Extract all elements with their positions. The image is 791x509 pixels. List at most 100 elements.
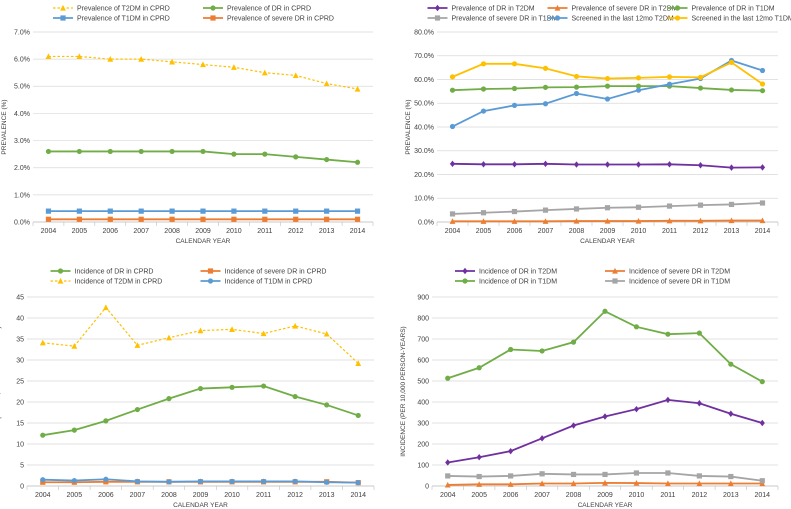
data-point	[542, 160, 549, 168]
x-tick-label: 2007	[534, 492, 550, 499]
data-point	[262, 208, 268, 214]
data-point	[169, 208, 175, 214]
data-point	[197, 327, 204, 334]
data-point	[354, 208, 361, 214]
legend-item: Incidence of DR in T2DM	[455, 267, 557, 276]
data-point	[76, 216, 82, 222]
data-point	[666, 74, 673, 80]
legend-item: Incidence of severe DR in T2DM	[605, 267, 730, 276]
data-point	[759, 200, 766, 206]
data-point	[480, 161, 487, 168]
y-tick-label: 30.0%	[414, 148, 434, 155]
data-point	[728, 473, 734, 480]
data-point	[229, 478, 235, 484]
legend-label: Prevalence of DR in T1DM	[692, 6, 775, 13]
data-point	[200, 148, 206, 155]
data-point	[292, 72, 299, 79]
data-point	[573, 73, 580, 80]
data-point	[696, 473, 702, 479]
chart-panel-prevalence-dr-by-diabetes-type: 0.0% 10.0% 20.0% 30.0% 40.0% 50.0% 60.0% 70.0% 8…	[405, 4, 791, 245]
legend-label: Prevalence of T1DM in CPRD	[77, 16, 170, 23]
legend-label: Incidence of severe DR in CPRD	[225, 269, 327, 276]
data-point	[666, 217, 673, 224]
data-point	[633, 405, 640, 413]
data-point	[71, 477, 77, 484]
data-point	[169, 216, 175, 222]
data-point	[728, 410, 734, 417]
data-point	[511, 85, 518, 92]
x-tick-label: 2005	[67, 492, 83, 499]
x-tick-label: 2014	[350, 228, 366, 235]
x-tick-label: 2008	[164, 228, 180, 235]
y-axis-title: PREVALENCE (%)	[405, 99, 412, 154]
data-point	[76, 148, 82, 155]
legend-item: Screened in the last 12mo T2DM	[547, 15, 674, 23]
legend-item: Prevalence of T2DM in CPRD	[53, 4, 170, 13]
legend-label: Incidence of DR in T2DM	[479, 269, 557, 276]
data-point	[200, 216, 206, 222]
y-tick-label: 0.0%	[418, 219, 434, 226]
data-point	[666, 81, 673, 87]
y-tick-label: 200	[417, 441, 429, 448]
legend-swatch-marker	[674, 5, 681, 11]
data-point	[759, 478, 765, 484]
data-point	[635, 83, 642, 89]
data-point	[292, 322, 299, 329]
data-point	[508, 447, 514, 455]
data-point	[570, 422, 577, 429]
data-point	[635, 87, 642, 93]
data-point	[759, 67, 766, 74]
data-point	[697, 217, 704, 224]
data-point	[293, 216, 299, 222]
data-point	[45, 208, 52, 214]
data-point	[573, 206, 580, 212]
data-point	[354, 216, 361, 222]
x-tick-label: 2011	[256, 492, 271, 499]
legend-swatch-marker	[57, 268, 64, 274]
x-tick-label: 2007	[133, 228, 149, 235]
data-point	[107, 216, 113, 222]
x-tick-label: 2007	[538, 228, 554, 235]
data-point	[696, 480, 703, 487]
y-tick-label: 300	[417, 420, 429, 427]
legend: Prevalence of DR in T2DM Prevalence of se…	[427, 4, 791, 23]
data-point	[665, 331, 671, 337]
data-point	[324, 156, 330, 163]
legend-swatch-marker	[462, 267, 468, 275]
y-tick-label: 0.0%	[14, 219, 30, 226]
y-tick-label: 45	[16, 294, 24, 301]
legend-swatch-marker	[60, 4, 66, 11]
data-point	[444, 481, 451, 488]
data-point	[539, 348, 545, 354]
x-tick-label: 2014	[754, 492, 770, 499]
x-tick-label: 2008	[569, 228, 585, 235]
data-point	[324, 479, 330, 485]
chart-panel-incidence-dr-by-diabetes-type: 0 100 200 300 400 500 600 700 800 900 2004 2005 2006…	[400, 267, 779, 509]
data-point	[602, 471, 608, 478]
x-tick-label: 2005	[476, 228, 492, 235]
data-point	[138, 216, 144, 222]
data-point	[449, 123, 456, 130]
data-point	[508, 473, 514, 479]
x-tick-label: 2007	[130, 492, 146, 499]
data-point	[635, 75, 642, 81]
x-tick-label: 2008	[566, 492, 582, 499]
x-tick-label: 2013	[723, 492, 739, 499]
legend-item: Prevalence of severe DR in CPRD	[203, 15, 334, 23]
data-point	[231, 64, 237, 70]
x-tick-label: 2010	[631, 228, 647, 235]
data-point	[138, 148, 144, 155]
data-point	[107, 56, 114, 62]
data-point	[354, 159, 361, 165]
data-point	[166, 396, 172, 402]
data-point	[138, 56, 145, 62]
legend-item: Incidence of T1DM in CPRD	[200, 278, 312, 286]
data-point	[323, 80, 330, 87]
x-tick-label: 2004	[35, 492, 51, 499]
data-point	[39, 339, 46, 346]
series-line-incidence-of-dr-in-t2dm	[447, 398, 763, 464]
data-point	[166, 334, 172, 341]
data-point	[508, 346, 514, 353]
legend-swatch-marker	[434, 15, 441, 21]
data-point	[262, 151, 268, 157]
